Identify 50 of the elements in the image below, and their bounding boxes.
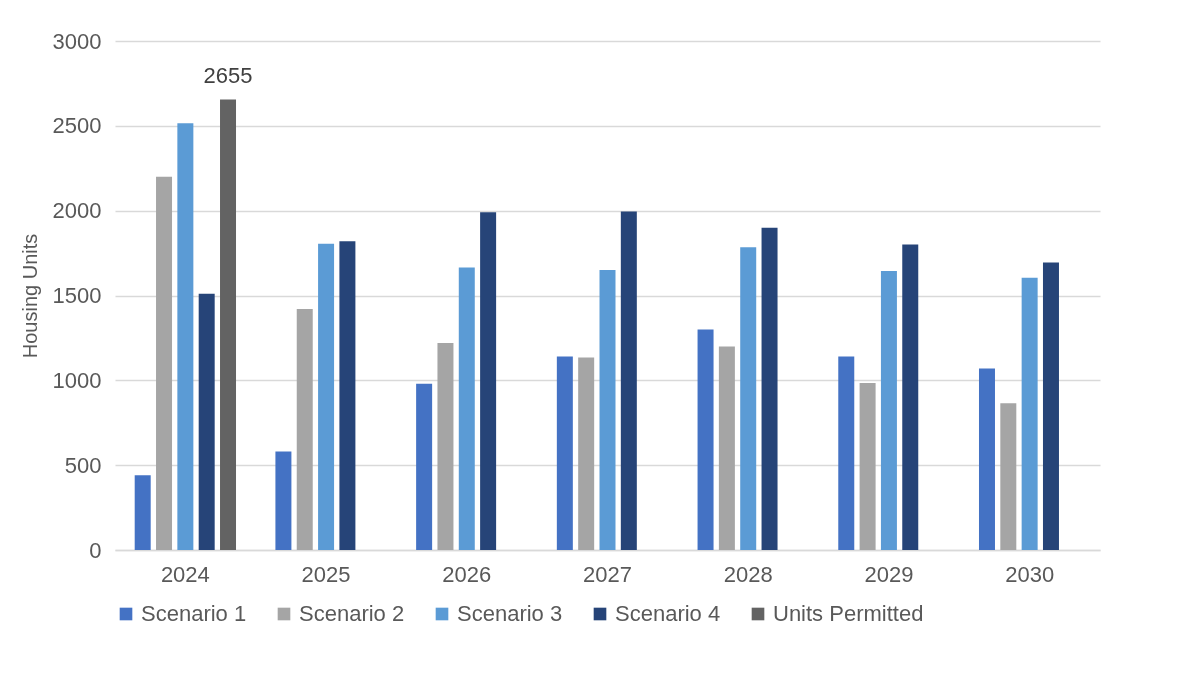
bar	[556, 356, 573, 550]
legend-label: Scenario 2	[299, 601, 405, 626]
bar	[902, 244, 919, 550]
bar	[578, 357, 595, 550]
data-label: 2655	[203, 62, 253, 88]
x-tick-label: 2026	[442, 561, 492, 587]
bar	[697, 329, 714, 550]
bar	[620, 211, 637, 550]
bar	[437, 343, 454, 550]
bar	[275, 451, 292, 550]
y-tick-label: 0	[89, 537, 102, 563]
bar	[838, 356, 855, 550]
bar	[198, 293, 215, 550]
y-tick-label: 1500	[52, 283, 102, 308]
bar	[718, 346, 735, 550]
y-axis-title: Housing Units	[18, 233, 41, 359]
bar	[458, 267, 475, 550]
bar	[761, 227, 778, 550]
y-tick-label: 1000	[52, 367, 102, 393]
legend-label: Scenario 3	[457, 601, 563, 626]
bar	[134, 475, 151, 550]
bar	[880, 270, 897, 550]
bar	[220, 99, 237, 550]
bar	[740, 247, 757, 550]
y-tick-label: 2500	[52, 113, 102, 139]
bar	[1021, 277, 1038, 550]
x-tick-label: 2024	[160, 561, 210, 587]
bar	[296, 309, 313, 550]
legend-label: Units Permitted	[773, 601, 924, 626]
legend-label: Scenario 1	[141, 601, 247, 626]
bar	[156, 176, 173, 550]
bar	[416, 383, 433, 550]
bar	[177, 123, 194, 550]
y-tick-label: 500	[64, 452, 102, 478]
x-tick-label: 2029	[864, 561, 914, 587]
legend-label: Scenario 4	[615, 601, 721, 626]
bar	[1042, 262, 1059, 550]
x-tick-label: 2027	[583, 561, 632, 587]
bar	[1000, 403, 1017, 550]
x-tick-label: 2025	[301, 561, 351, 587]
bar	[599, 270, 616, 550]
bar	[480, 212, 497, 550]
bar	[318, 243, 335, 550]
y-tick-label: 3000	[52, 28, 102, 54]
bar	[339, 241, 356, 550]
x-tick-label: 2030	[1005, 561, 1055, 587]
y-tick-label: 2000	[52, 198, 102, 224]
bar	[978, 368, 995, 550]
x-tick-label: 2028	[723, 561, 773, 587]
bar	[859, 382, 876, 550]
